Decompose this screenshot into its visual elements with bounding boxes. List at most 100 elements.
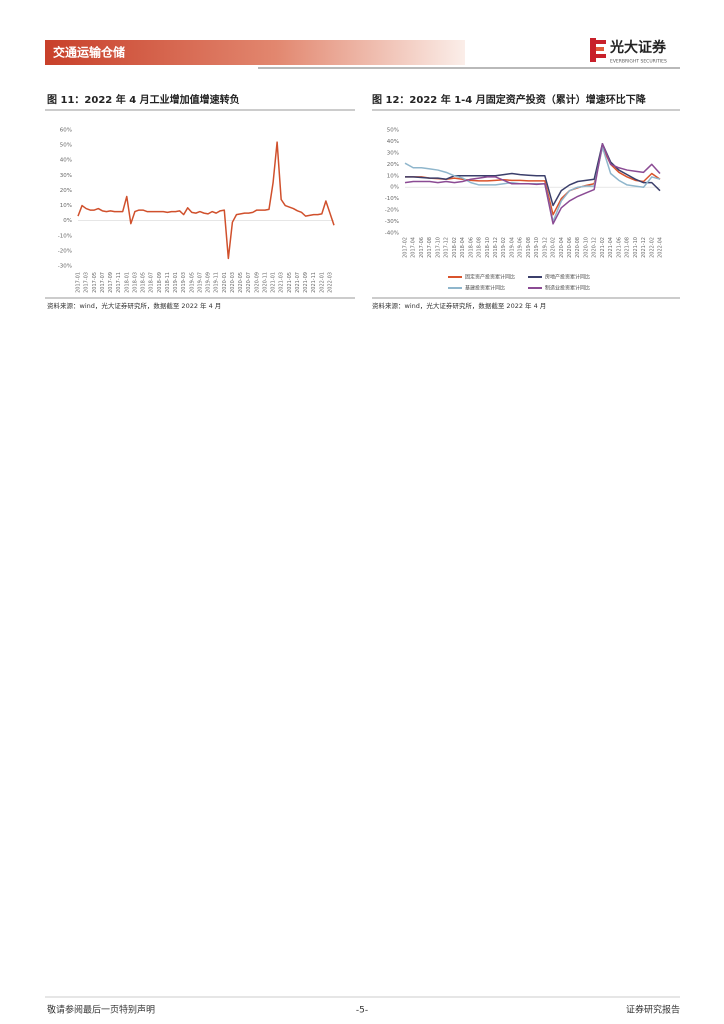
y-tick-label: 60% <box>60 128 72 134</box>
y-tick-label: 30% <box>387 150 399 156</box>
x-tick-label: 2022-04 <box>658 237 664 258</box>
x-tick-label: 2019-06 <box>518 237 524 258</box>
x-tick-label: 2018-08 <box>477 237 483 258</box>
x-tick-label: 2019-02 <box>501 237 507 258</box>
x-tick-label: 2017-12 <box>444 237 450 258</box>
x-tick-label: 2019-12 <box>542 237 548 258</box>
x-tick-label: 2019-11 <box>214 272 220 293</box>
x-tick-label: 2021-04 <box>608 237 614 258</box>
x-tick-label: 2021-10 <box>633 237 639 258</box>
series-line <box>405 142 661 207</box>
x-tick-label: 2020-04 <box>559 237 565 258</box>
x-tick-label: 2021-05 <box>287 272 293 293</box>
x-tick-label: 2021-11 <box>311 272 317 293</box>
x-tick-label: 2022-01 <box>319 272 325 293</box>
logo-en: EVERBRIGHT SECURITIES <box>610 59 667 65</box>
x-tick-label: 2020-09 <box>254 272 260 293</box>
x-tick-label: 2021-01 <box>271 272 277 293</box>
y-tick-label: 20% <box>387 162 399 168</box>
x-tick-label: 2021-08 <box>625 237 631 258</box>
x-tick-label: 2020-03 <box>230 272 236 293</box>
footer-page: -5- <box>356 1006 368 1016</box>
x-tick-label: 2020-11 <box>262 272 268 293</box>
x-tick-label: 2018-05 <box>141 272 147 293</box>
y-tick-label: 30% <box>60 173 72 179</box>
x-tick-label: 2018-04 <box>460 237 466 258</box>
x-tick-label: 2019-10 <box>534 237 540 258</box>
x-tick-label: 2017-03 <box>84 272 90 293</box>
x-tick-label: 2021-06 <box>616 237 622 258</box>
x-tick-label: 2018-03 <box>132 272 138 293</box>
x-tick-label: 2021-02 <box>600 237 606 258</box>
x-tick-label: 2017-07 <box>100 272 106 293</box>
x-tick-label: 2017-05 <box>92 272 98 293</box>
x-tick-label: 2021-03 <box>279 272 285 293</box>
y-tick-label: -30% <box>385 219 399 225</box>
series-line <box>77 141 335 260</box>
footer-disclaimer: 敬请参阅最后一页特别声明 <box>47 1004 155 1016</box>
y-tick-label: -40% <box>385 231 399 237</box>
x-tick-label: 2021-07 <box>295 272 301 293</box>
y-tick-label: 0% <box>390 185 399 191</box>
series-line <box>405 146 661 216</box>
x-tick-label: 2020-08 <box>575 237 581 258</box>
logo-icon <box>590 38 606 62</box>
header-banner <box>45 40 465 65</box>
y-tick-label: 10% <box>387 173 399 179</box>
x-tick-label: 2018-06 <box>468 237 474 258</box>
header-section: 交通运输仓储 <box>53 45 125 60</box>
x-tick-label: 2018-07 <box>149 272 155 293</box>
x-tick-label: 2019-03 <box>181 272 187 293</box>
legend-label: 固定资产投资累计同比 <box>465 274 515 281</box>
y-tick-label: 40% <box>60 158 72 164</box>
x-tick-label: 2021-12 <box>641 237 647 258</box>
x-tick-label: 2020-05 <box>238 272 244 293</box>
x-tick-label: 2018-01 <box>124 272 130 293</box>
legend-label: 房地产投资累计同比 <box>545 274 590 281</box>
y-tick-label: 50% <box>60 143 72 149</box>
y-tick-label: 20% <box>60 188 72 194</box>
y-tick-label: -10% <box>385 196 399 202</box>
x-tick-label: 2020-10 <box>583 237 589 258</box>
x-tick-label: 2018-11 <box>165 272 171 293</box>
x-tick-label: 2017-02 <box>403 237 409 258</box>
series-line <box>404 142 661 225</box>
x-tick-label: 2018-09 <box>157 272 163 293</box>
x-tick-label: 2022-03 <box>327 272 333 293</box>
x-tick-label: 2020-12 <box>592 237 598 258</box>
x-tick-label: 2021-09 <box>303 272 309 293</box>
y-tick-label: -20% <box>58 248 72 254</box>
x-tick-label: 2017-01 <box>76 272 82 293</box>
y-tick-label: 0% <box>63 218 72 224</box>
x-tick-label: 2017-09 <box>108 272 114 293</box>
y-tick-label: -10% <box>58 233 72 239</box>
figure-title: 图 12：2022 年 1-4 月固定资产投资（累计）增速环比下降 <box>372 93 647 106</box>
y-tick-label: 10% <box>60 203 72 209</box>
footer-label: 证券研究报告 <box>626 1004 680 1016</box>
x-tick-label: 2019-04 <box>509 237 515 258</box>
y-tick-label: -20% <box>385 208 399 214</box>
x-tick-label: 2018-12 <box>493 237 499 258</box>
figure-source: 资料来源：wind，光大证券研究所，数据截至 2022 年 4 月 <box>372 301 546 310</box>
x-tick-label: 2019-08 <box>526 237 532 258</box>
figure-title: 图 11：2022 年 4 月工业增加值增速转负 <box>47 93 240 106</box>
logo-text: 光大证券 <box>609 39 667 56</box>
y-tick-label: -30% <box>58 264 72 270</box>
legend-label: 制造业投资累计同比 <box>545 285 590 292</box>
y-tick-label: 40% <box>387 139 399 145</box>
x-tick-label: 2019-09 <box>206 272 212 293</box>
x-tick-label: 2020-07 <box>246 272 252 293</box>
x-tick-label: 2017-08 <box>427 237 433 258</box>
x-tick-label: 2017-10 <box>435 237 441 258</box>
x-tick-label: 2017-06 <box>419 237 425 258</box>
x-tick-label: 2018-10 <box>485 237 491 258</box>
x-tick-label: 2017-11 <box>116 272 122 293</box>
x-tick-label: 2020-02 <box>551 237 557 258</box>
x-tick-label: 2020-01 <box>222 272 228 293</box>
x-tick-label: 2017-04 <box>411 237 417 258</box>
x-tick-label: 2019-05 <box>189 272 195 293</box>
figure-source: 资料来源：wind，光大证券研究所，数据截至 2022 年 4 月 <box>47 301 221 310</box>
x-tick-label: 2022-02 <box>649 237 655 258</box>
x-tick-label: 2018-02 <box>452 237 458 258</box>
